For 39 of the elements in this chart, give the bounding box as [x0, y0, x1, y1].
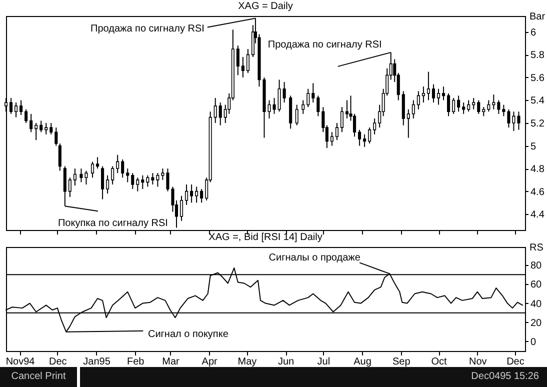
y-tick-label: 4.4 — [530, 210, 545, 221]
y-axis-title: Bar — [530, 12, 546, 22]
annotation: Продажа по сигналу RSI — [268, 39, 382, 50]
y-tick-label: 5.4 — [530, 96, 545, 107]
y-tick-label: 20 — [530, 318, 542, 329]
annotation: Сигналы о продаже — [268, 252, 361, 264]
x-tick-label: Nov94 — [6, 356, 36, 368]
text: Dec0495 15:26 — [80, 367, 547, 387]
x-tick-label: Dec — [49, 356, 67, 368]
x-tick-label: Oct — [431, 356, 447, 368]
x-tick-label: Mar — [162, 356, 180, 368]
y-tick-label: 5.8 — [530, 50, 545, 62]
x-tick-label: Jan95 — [83, 356, 111, 368]
x-tick-label: Aug — [354, 356, 372, 368]
y-tick-label: 5.2 — [530, 118, 545, 130]
x-tick-label: Jun — [278, 356, 294, 368]
y-tick-label: 80 — [530, 260, 542, 272]
x-tick-label: Jul — [317, 356, 330, 368]
annotation: Сигнал о покупке — [148, 328, 229, 340]
y-tick-label: 5.6 — [530, 72, 545, 84]
y-tick-label: 5 — [530, 141, 536, 152]
chart-title: XAG = Daily — [238, 1, 293, 12]
y-tick-label: 4.8 — [530, 164, 545, 176]
x-tick-label: Dec — [506, 356, 524, 368]
x-tick-label: Nov — [468, 356, 487, 368]
text: Cancel Print — [0, 367, 77, 387]
y-axis-title: RS — [530, 242, 544, 254]
x-tick-label: Apr — [202, 356, 218, 368]
annotation: Покупка по сигналу RSI — [58, 218, 168, 230]
annotation: Продажа по сигналу RSI — [90, 23, 204, 34]
y-tick-label: 0 — [530, 336, 536, 348]
x-tick-label: May — [238, 356, 257, 368]
x-tick-label: Feb — [127, 356, 145, 368]
x-tick-label: Sep — [392, 356, 411, 368]
chart-title: XAG =, Bid [RSI 14] Daily — [208, 232, 322, 243]
y-tick-label: 40 — [530, 298, 542, 310]
y-tick-label: 6 — [530, 27, 536, 38]
y-tick-label: 4.6 — [530, 186, 545, 198]
y-tick-label: 60 — [530, 280, 542, 291]
